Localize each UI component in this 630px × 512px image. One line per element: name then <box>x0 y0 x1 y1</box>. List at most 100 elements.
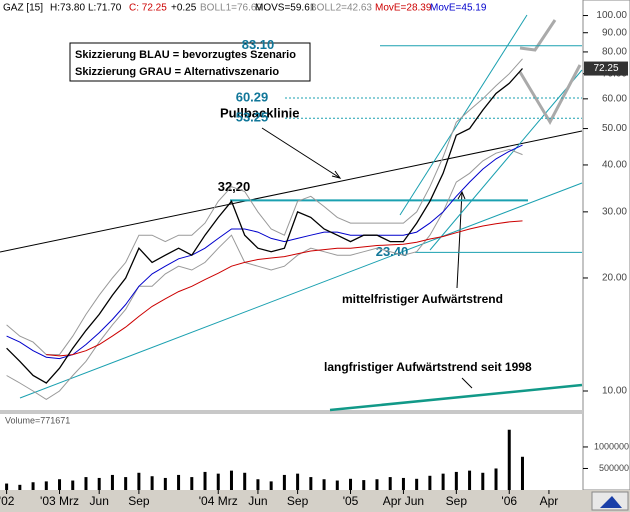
volume-title: Volume=771671 <box>5 415 70 425</box>
legend-text: Skizzierung GRAU = Alternativszenario <box>75 66 279 78</box>
y-tick-label: 60.00 <box>602 93 627 104</box>
volume-bar <box>58 479 62 490</box>
header-text: L:71.70 <box>88 3 122 14</box>
volume-bar <box>216 473 220 490</box>
y-tick-label: 30.00 <box>602 207 627 218</box>
volume-bar <box>309 477 313 490</box>
x-tick-label: '04 Mrz <box>199 494 238 508</box>
x-tick-label: '02 <box>0 494 15 508</box>
arrow <box>461 377 473 389</box>
level-label: 32,20 <box>218 179 251 194</box>
arrows <box>261 127 473 389</box>
trend-lines <box>0 14 583 412</box>
header-text: MOVS=59.61 <box>255 3 316 14</box>
header-text: MovE=45.19 <box>430 3 487 14</box>
x-axis-bar <box>0 490 630 512</box>
price-line <box>6 68 523 384</box>
annotation: mittelfristiger Aufwärtstrend <box>342 292 503 306</box>
volume-bar <box>269 481 273 490</box>
annotation: Pullbacklinie <box>220 105 299 120</box>
x-tick-label: Sep <box>287 494 309 508</box>
y-tick-label: 50.00 <box>602 123 627 134</box>
volume-bar <box>375 479 379 490</box>
level-label: 23.40 <box>376 244 409 259</box>
header-text: BOLL2=42.63 <box>310 3 372 14</box>
x-tick-label: '03 Mrz <box>40 494 79 508</box>
price-line <box>6 148 523 400</box>
volume-bar <box>454 471 458 490</box>
arrow <box>261 127 341 179</box>
volume-bar <box>441 473 445 490</box>
sketch-grey <box>519 19 557 52</box>
header-text: BOLL1=76.69 <box>200 3 262 14</box>
pullback-line <box>0 130 583 253</box>
volume-bar <box>415 478 419 490</box>
arrowhead <box>331 170 342 179</box>
volume-bar <box>163 477 167 490</box>
price-line <box>6 144 523 360</box>
volume-bar <box>18 484 22 490</box>
volume-bar <box>203 471 207 490</box>
header-text: C: 72.25 <box>129 3 167 14</box>
last-price-box <box>584 61 628 76</box>
volume-bar <box>177 474 181 490</box>
volume-bar <box>507 429 511 490</box>
volume-bar <box>137 472 141 490</box>
volume-bar <box>362 480 366 490</box>
channel-line <box>429 69 583 251</box>
volume-bar <box>31 482 35 490</box>
level-label: 53.25 <box>236 110 269 125</box>
volume-bar <box>322 479 326 490</box>
volume-bar <box>44 481 48 490</box>
y-tick-label: 500000 <box>599 463 629 473</box>
long-trend-line <box>329 383 583 412</box>
level-label: 83.10 <box>242 37 275 52</box>
arrow <box>456 191 463 289</box>
corner-icon <box>600 496 622 508</box>
volume-bar <box>481 472 485 490</box>
x-tick-label: '05 <box>343 494 359 508</box>
arrowhead <box>457 190 466 200</box>
volume-bar <box>520 456 524 490</box>
header-text: MovE=28.39 <box>375 3 432 14</box>
y-tick-label: 100.00 <box>596 10 627 21</box>
x-tick-label: '06 <box>501 494 517 508</box>
last-price-label: 72.25 <box>593 63 618 74</box>
volume-bar <box>282 474 286 490</box>
volume-bar <box>349 478 353 490</box>
sketch-grey <box>518 64 582 126</box>
volume-bar <box>97 477 101 490</box>
y-tick-label: 80.00 <box>602 47 627 58</box>
volume-bar <box>335 480 339 490</box>
volume-bar <box>468 470 472 490</box>
volume-bar <box>229 470 233 490</box>
volume-bar <box>428 475 432 490</box>
trend-line <box>19 182 583 399</box>
y-tick-label: 20.00 <box>602 273 627 284</box>
y-tick-label: 90.00 <box>602 27 627 38</box>
right-axis-panel <box>582 0 630 491</box>
volume-bar <box>243 472 247 490</box>
x-tick-label: Apr <box>540 494 559 508</box>
legend-box <box>69 42 311 82</box>
volume-bar <box>256 479 260 490</box>
volume-bar <box>190 477 194 490</box>
volume-bar <box>84 477 88 490</box>
x-tick-label: Apr Jun <box>383 494 424 508</box>
volume-bar <box>494 468 498 490</box>
x-tick-label: Sep <box>128 494 150 508</box>
y-tick-label: 10.00 <box>602 386 627 397</box>
volume-bar <box>71 480 75 490</box>
volume-bar <box>401 477 405 490</box>
x-tick-label: Sep <box>446 494 468 508</box>
x-tick-label: Jun <box>90 494 109 508</box>
volume-bar <box>110 474 114 490</box>
y-tick-label: 1000000 <box>594 441 629 451</box>
level-label: 60.29 <box>236 89 269 104</box>
volume-bar <box>150 476 154 490</box>
annotation: langfristiger Aufwärtstrend seit 1998 <box>324 360 532 374</box>
price-line <box>46 220 523 357</box>
price-line <box>6 58 523 356</box>
